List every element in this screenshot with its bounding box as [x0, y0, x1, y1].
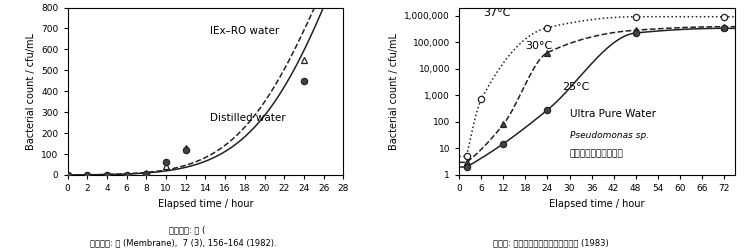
Text: 37°C: 37°C	[483, 8, 511, 18]
Text: 佐藤久雄: 膜 (Membrane),  7 (3), 156–164 (1982).: 佐藤久雄: 膜 (Membrane), 7 (3), 156–164 (1982…	[91, 238, 277, 248]
Y-axis label: Bacterial count / cfu/mL: Bacterial count / cfu/mL	[26, 33, 36, 150]
Text: グラム陰性好気性桜菌: グラム陰性好気性桜菌	[569, 150, 623, 159]
Y-axis label: Bacterial count / cfu/mL: Bacterial count / cfu/mL	[388, 33, 399, 150]
Text: 25°C: 25°C	[562, 82, 590, 92]
Text: 30°C: 30°C	[525, 41, 553, 51]
Text: 佐藤久雄: 膜 (: 佐藤久雄: 膜 (	[170, 225, 206, 234]
Text: 土崎ら: 日本防菌防黴学会講演要旨集 (1983): 土崎ら: 日本防菌防黴学会講演要旨集 (1983)	[494, 238, 609, 248]
X-axis label: Elapsed time / hour: Elapsed time / hour	[549, 198, 645, 208]
Text: Pseudomonas sp.: Pseudomonas sp.	[569, 131, 649, 140]
Text: IEx–RO water: IEx–RO water	[210, 26, 280, 36]
X-axis label: Elapsed time / hour: Elapsed time / hour	[158, 198, 254, 208]
Text: Ultra Pure Water: Ultra Pure Water	[569, 109, 656, 119]
Text: Distilled water: Distilled water	[210, 114, 286, 124]
